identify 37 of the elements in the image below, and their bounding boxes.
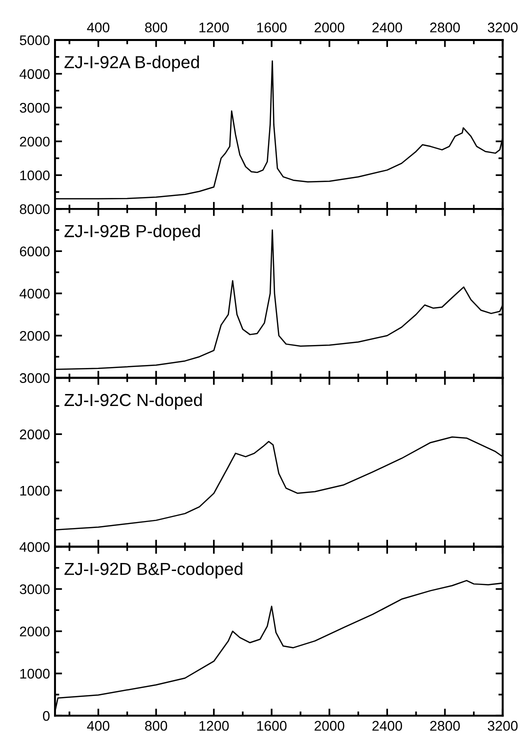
y-tick-label: 2000 [20,330,50,341]
x2-tick-label: 3200 [488,22,518,32]
y-tick-label: 4000 [20,288,50,299]
x-tick-label: 800 [145,720,168,731]
text: ZJ-I-92D B&P-codoped [64,562,242,579]
x-tick-label: 2000 [314,720,344,731]
y-tick-label: 1000 [20,486,50,496]
y-tick-label: 1000 [20,170,50,180]
y-tick-label: 8000 [20,204,50,214]
y-tick-label: 3000 [20,373,50,384]
y-tick-label: 2000 [20,136,50,147]
y-tick-label: 2000 [20,626,50,636]
x-tick-label: 3200 [488,720,518,731]
x2-tick-label: 1200 [199,22,229,32]
y-tick-label: 3000 [20,584,50,594]
text: ZJ-I-92A B-doped [64,56,199,72]
y-tick-label: 5000 [20,35,50,46]
y-tick-label: 4000 [20,542,50,552]
x2-tick-label: 2000 [314,22,344,32]
x-tick-label: 2800 [430,720,460,731]
x2-tick-label: 800 [145,22,168,32]
y-tick-label: 6000 [20,246,50,256]
x2-tick-label: 1600 [257,22,287,32]
x2-tick-label: 2800 [430,22,460,32]
x-tick-label: 1600 [257,720,287,731]
y-tick-label: 1000 [20,668,50,679]
x-tick-label: 1200 [199,720,229,731]
x2-tick-label: 400 [87,22,110,32]
y-tick-label: 2000 [20,429,50,440]
x2-tick-label: 2400 [372,22,402,32]
y-tick-label: 4000 [20,69,50,79]
x-tick-label: 2400 [372,720,402,731]
x-tick-label: 400 [87,720,110,731]
y-tick-label: 0 [42,711,50,721]
y-tick-label: 3000 [20,102,50,113]
text: ZJ-I-92C N-doped [64,393,202,410]
text: ZJ-I-92B P-doped [64,224,200,241]
